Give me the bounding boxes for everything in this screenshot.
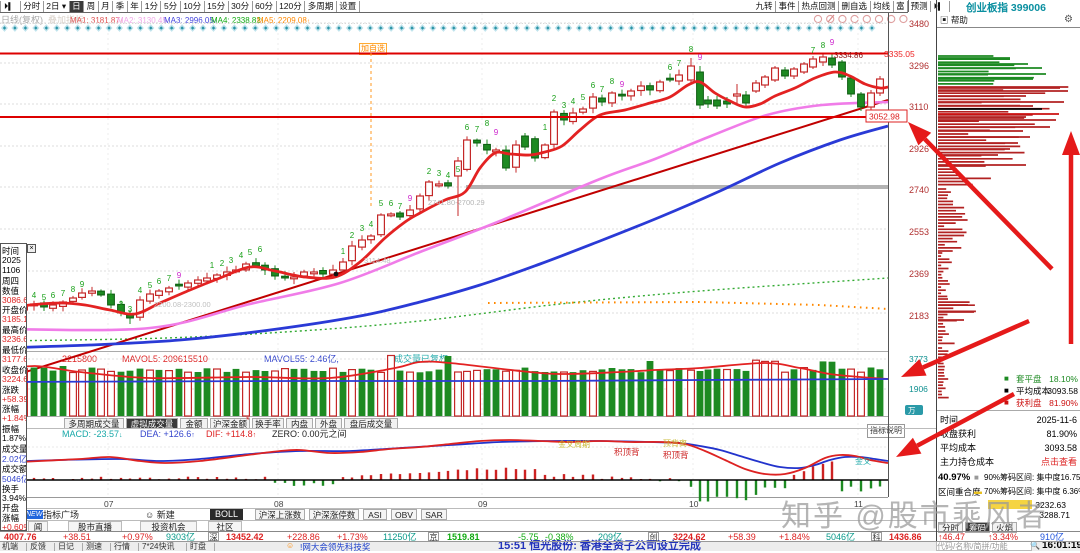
svg-text:3: 3: [562, 101, 567, 110]
svg-text:2740: 2740: [909, 185, 929, 195]
svg-text:9: 9: [494, 128, 499, 137]
svg-text:7: 7: [167, 274, 172, 283]
svg-text:9: 9: [408, 194, 413, 203]
svg-text:万: 万: [908, 406, 916, 415]
svg-text:8: 8: [610, 77, 615, 86]
svg-text:1: 1: [210, 261, 215, 270]
svg-text:2: 2: [220, 259, 225, 268]
svg-text:6: 6: [258, 245, 263, 254]
svg-text:3: 3: [437, 169, 442, 178]
svg-text:4: 4: [239, 251, 244, 260]
svg-text:7: 7: [475, 125, 480, 134]
svg-text:8: 8: [71, 285, 76, 294]
svg-text:5: 5: [148, 281, 153, 290]
svg-text:5: 5: [248, 248, 253, 257]
svg-text:3110: 3110: [909, 102, 928, 112]
svg-text:3: 3: [229, 256, 234, 265]
svg-text:5: 5: [456, 165, 461, 174]
svg-text:1: 1: [341, 247, 346, 256]
svg-text:5: 5: [581, 93, 586, 102]
svg-text:7: 7: [398, 202, 403, 211]
svg-text:3773: 3773: [909, 354, 928, 364]
svg-text:5: 5: [379, 199, 384, 208]
svg-text:3114.48: 3114.48: [364, 256, 391, 265]
svg-text:6: 6: [591, 81, 596, 90]
svg-text:8: 8: [485, 119, 490, 128]
svg-text:9: 9: [80, 280, 85, 289]
svg-text:3480: 3480: [909, 19, 929, 29]
svg-text:6: 6: [51, 291, 56, 300]
svg-text:8: 8: [689, 45, 694, 54]
svg-text:2741.80-2700.29: 2741.80-2700.29: [428, 198, 485, 207]
svg-text:1906: 1906: [909, 384, 928, 394]
svg-text:4: 4: [446, 171, 451, 180]
svg-text:9: 9: [620, 80, 625, 89]
svg-text:2369: 2369: [909, 269, 929, 279]
svg-text:9: 9: [698, 53, 703, 62]
svg-text:2200.08-2300.00: 2200.08-2300.00: [154, 300, 211, 309]
svg-text:6: 6: [157, 277, 162, 286]
svg-text:4: 4: [571, 97, 576, 106]
svg-text:2926: 2926: [909, 144, 929, 154]
svg-text:3335.05: 3335.05: [884, 49, 915, 59]
svg-text:2: 2: [119, 300, 124, 309]
svg-text:4: 4: [138, 286, 143, 295]
svg-text:3: 3: [360, 224, 365, 233]
svg-text:1: 1: [543, 123, 548, 132]
svg-text:积顶背: 积顶背: [614, 447, 640, 457]
svg-text:3334.86: 3334.86: [834, 51, 863, 60]
svg-text:6: 6: [668, 63, 673, 72]
svg-text:4: 4: [369, 220, 374, 229]
svg-text:9: 9: [830, 38, 835, 47]
svg-text:1: 1: [109, 292, 114, 301]
svg-text:4: 4: [32, 291, 37, 300]
svg-text:7: 7: [677, 59, 682, 68]
svg-text:2: 2: [350, 231, 355, 240]
svg-text:7: 7: [811, 46, 816, 55]
svg-text:金叉周期: 金叉周期: [558, 439, 590, 449]
svg-text:3052.98: 3052.98: [869, 112, 900, 122]
svg-text:2: 2: [427, 167, 432, 176]
svg-text:3: 3: [128, 305, 133, 314]
svg-text:金叉: 金叉: [855, 456, 871, 466]
svg-text:2183: 2183: [909, 311, 929, 321]
svg-text:7: 7: [61, 289, 66, 298]
svg-text:7: 7: [600, 85, 605, 94]
svg-text:6: 6: [465, 123, 470, 132]
svg-text:9: 9: [177, 271, 182, 280]
svg-text:2553: 2553: [909, 227, 929, 237]
svg-text:8: 8: [821, 41, 826, 50]
svg-text:6: 6: [389, 199, 394, 208]
svg-text:2: 2: [552, 94, 557, 103]
svg-text:积顶背: 积顶背: [663, 450, 689, 460]
svg-text:3296: 3296: [909, 61, 929, 71]
svg-text:5: 5: [42, 293, 47, 302]
svg-text:顶背离: 顶背离: [663, 438, 687, 448]
